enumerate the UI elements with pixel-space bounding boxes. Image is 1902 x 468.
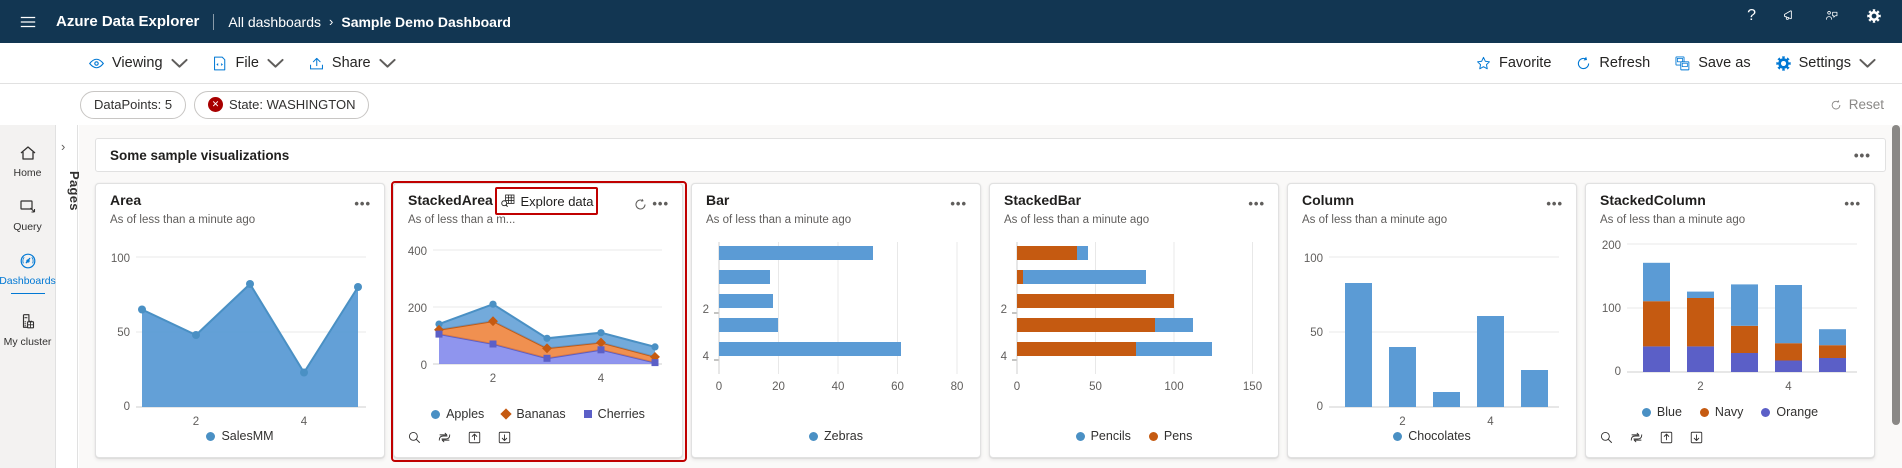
svg-text:0: 0 xyxy=(1317,401,1323,413)
svg-text:4: 4 xyxy=(1785,381,1792,393)
svg-text:100: 100 xyxy=(1164,381,1183,393)
svg-text:150: 150 xyxy=(1243,381,1262,393)
svg-text:2: 2 xyxy=(1399,416,1405,428)
svg-text:0: 0 xyxy=(1615,366,1621,378)
svg-text:0: 0 xyxy=(1014,381,1020,393)
svg-text:400: 400 xyxy=(408,246,427,258)
svg-text:50: 50 xyxy=(117,327,130,339)
svg-text:200: 200 xyxy=(1602,240,1621,252)
svg-text:4: 4 xyxy=(301,416,308,428)
svg-text:60: 60 xyxy=(891,381,904,393)
svg-text:100: 100 xyxy=(111,253,130,265)
svg-text:2: 2 xyxy=(1001,304,1007,316)
svg-text:80: 80 xyxy=(951,381,964,393)
svg-text:4: 4 xyxy=(1001,351,1008,363)
svg-text:100: 100 xyxy=(1602,303,1621,315)
svg-text:4: 4 xyxy=(598,373,605,385)
svg-text:0: 0 xyxy=(124,401,130,413)
svg-text:2: 2 xyxy=(193,416,199,428)
svg-text:50: 50 xyxy=(1310,327,1323,339)
svg-text:0: 0 xyxy=(421,360,427,372)
svg-text:2: 2 xyxy=(490,373,496,385)
svg-text:100: 100 xyxy=(1304,253,1323,265)
svg-text:2: 2 xyxy=(1697,381,1703,393)
svg-text:4: 4 xyxy=(703,351,710,363)
svg-text:50: 50 xyxy=(1089,381,1102,393)
svg-text:4: 4 xyxy=(1487,416,1494,428)
svg-text:2: 2 xyxy=(703,304,709,316)
svg-text:200: 200 xyxy=(408,303,427,315)
svg-text:40: 40 xyxy=(832,381,845,393)
svg-text:0: 0 xyxy=(716,381,722,393)
svg-text:20: 20 xyxy=(772,381,785,393)
